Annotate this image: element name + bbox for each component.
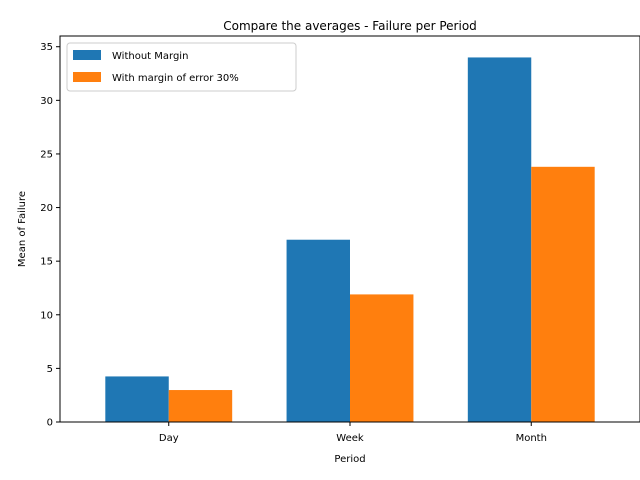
- y-tick-label: 0: [47, 418, 53, 429]
- legend-swatch-without-margin: [73, 50, 101, 60]
- y-tick-label: 25: [40, 149, 53, 160]
- legend-label-without-margin: Without Margin: [112, 51, 188, 62]
- legend-label-with-margin: With margin of error 30%: [112, 73, 239, 84]
- y-tick-label: 15: [40, 257, 53, 268]
- y-tick-label: 20: [40, 203, 53, 214]
- x-axis-label: Period: [334, 454, 365, 465]
- legend-swatch-with-margin: [73, 72, 101, 82]
- chart-title: Compare the averages - Failure per Perio…: [223, 19, 477, 33]
- y-axis-ticks: 0 5 10 15 20 25 30 35: [40, 42, 60, 429]
- legend: Without Margin With margin of error 30%: [66, 42, 297, 92]
- y-tick-label: 10: [40, 310, 53, 321]
- bar-without-margin-week: [286, 239, 350, 422]
- bar-without-margin-month: [467, 57, 532, 422]
- x-tick-label: Month: [516, 433, 547, 444]
- y-tick-label: 30: [40, 96, 53, 107]
- x-axis-ticks: Day Week Month: [159, 422, 547, 444]
- y-axis-label: Mean of Failure: [17, 191, 28, 267]
- y-tick-label: 35: [40, 42, 53, 53]
- legend-frame: [66, 42, 297, 92]
- bar-with-margin-month: [531, 166, 595, 422]
- bars: [105, 57, 595, 422]
- plot-frame: [59, 35, 640, 423]
- bar-with-margin-week: [350, 294, 414, 422]
- bar-with-margin-day: [168, 390, 233, 422]
- x-tick-label: Day: [159, 433, 179, 444]
- y-tick-label: 5: [47, 364, 53, 375]
- bar-without-margin-day: [105, 376, 169, 422]
- x-tick-label: Week: [336, 433, 364, 444]
